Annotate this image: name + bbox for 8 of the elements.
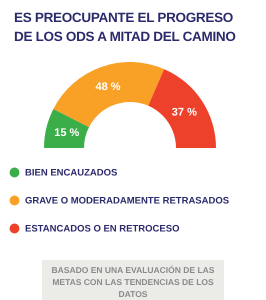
legend-label: BIEN ENCAUZADOS: [25, 168, 118, 178]
data-label: 15 %: [54, 126, 80, 139]
data-label: 48 %: [95, 80, 121, 93]
text: BASADO EN UNA EVALUACIÓN DE LAS METAS CON LAS TENDENCIAS DE LOS DATOS: [42, 260, 224, 300]
legend-label: GRAVE O MODERADAMENTE RETRASADOS: [25, 196, 230, 206]
legend-label: ESTANCADOS O EN RETROCESO: [25, 224, 180, 234]
data-label: 37 %: [172, 106, 198, 118]
chart-title: ES PREOCUPANTE EL PROGRESO DE LOS ODS A MITAD DEL CAMINO: [14, 9, 237, 46]
